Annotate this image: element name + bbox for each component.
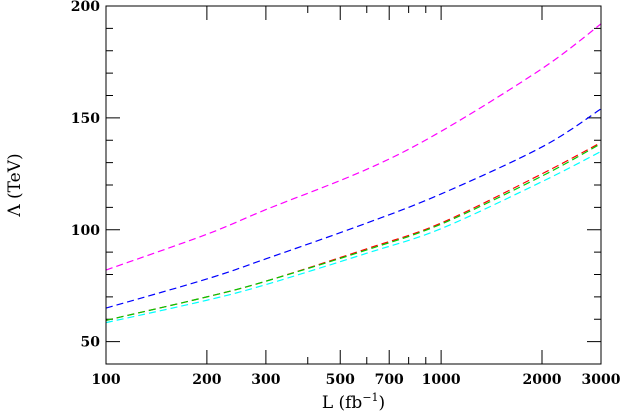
x-axis-title: L (fb−1) bbox=[322, 391, 385, 413]
x-tick-label: 1000 bbox=[422, 372, 461, 388]
y-tick-label: 100 bbox=[71, 223, 100, 239]
x-tick-label: 300 bbox=[251, 372, 280, 388]
plot-frame bbox=[105, 5, 602, 365]
series-line-4 bbox=[105, 143, 602, 321]
x-axis-title-superscript: −1 bbox=[362, 391, 378, 404]
series-line-5 bbox=[105, 150, 602, 324]
axis-ticks bbox=[105, 5, 602, 365]
x-tick-label: 500 bbox=[326, 372, 355, 388]
x-tick-label: 700 bbox=[375, 372, 404, 388]
tick-labels: 100 200 300 500 700 1000 2000 3000 50 100 150 200 bbox=[71, 0, 621, 388]
y-tick-label: 150 bbox=[71, 111, 100, 127]
series-line-3 bbox=[105, 141, 602, 321]
x-tick-label: 2000 bbox=[523, 372, 562, 388]
x-tick-label: 3000 bbox=[582, 372, 621, 388]
x-tick-label: 100 bbox=[91, 372, 120, 388]
series-line-2 bbox=[105, 108, 602, 309]
x-axis-title-close: ) bbox=[379, 393, 386, 413]
series-lines bbox=[105, 23, 602, 324]
x-tick-label: 200 bbox=[192, 372, 221, 388]
y-tick-label: 200 bbox=[71, 0, 100, 15]
series-line-1 bbox=[105, 23, 602, 271]
y-axis-title: Λ (TeV) bbox=[5, 153, 25, 217]
x-axis-title-main: L (fb bbox=[322, 393, 363, 413]
y-tick-label: 50 bbox=[81, 335, 101, 351]
